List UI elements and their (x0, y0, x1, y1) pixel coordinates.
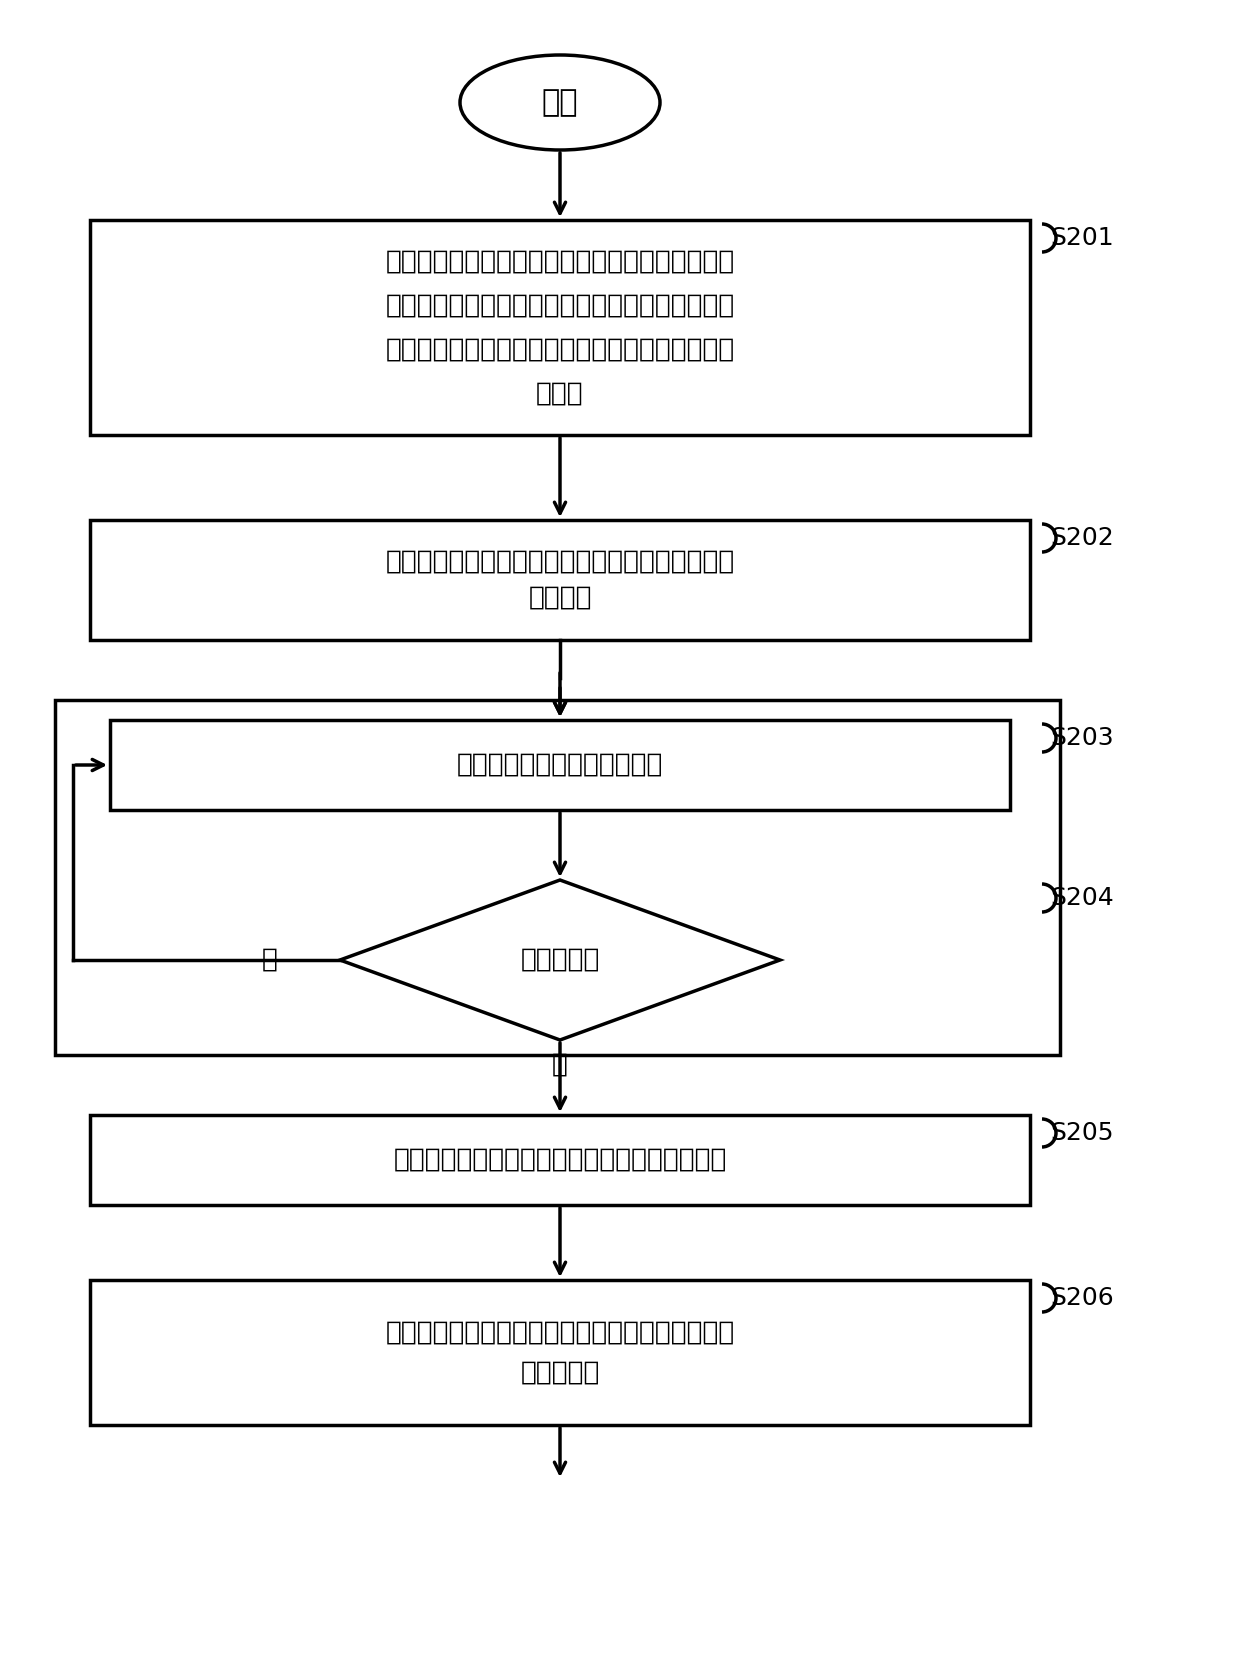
Text: S202: S202 (1050, 526, 1114, 551)
Text: S204: S204 (1050, 886, 1114, 911)
Text: S205: S205 (1050, 1121, 1114, 1145)
FancyBboxPatch shape (91, 519, 1030, 640)
Text: 到初始位置: 到初始位置 (521, 1359, 600, 1385)
Text: 基于运动模式和运动量调整磁场，将平衡端子恢复: 基于运动模式和运动量调整磁场，将平衡端子恢复 (386, 1319, 734, 1345)
FancyBboxPatch shape (110, 720, 1011, 810)
FancyBboxPatch shape (91, 1281, 1030, 1425)
Text: S201: S201 (1050, 226, 1114, 251)
Text: 的平衡: 的平衡 (536, 380, 584, 406)
Text: 基于所述不同确定平衡端子的运动模式和运动量: 基于所述不同确定平衡端子的运动模式和运动量 (393, 1146, 727, 1173)
Text: 否: 否 (262, 947, 278, 972)
Text: 和平衡端子的整体重心，以保持重力与磁场力之间: 和平衡端子的整体重心，以保持重力与磁场力之间 (386, 337, 734, 363)
Polygon shape (340, 879, 780, 1040)
Ellipse shape (460, 55, 660, 149)
Text: 基于光电检测，获得当平衡端子位于初始位置时的: 基于光电检测，获得当平衡端子位于初始位置时的 (386, 549, 734, 576)
Text: 存在不同？: 存在不同？ (521, 947, 600, 972)
Text: 端子的作用力来调整彼此连接的电子设备、连接件: 端子的作用力来调整彼此连接的电子设备、连接件 (386, 292, 734, 319)
FancyBboxPatch shape (55, 700, 1060, 1055)
Text: S203: S203 (1050, 727, 1114, 750)
Text: S206: S206 (1050, 1286, 1114, 1311)
Text: 开始: 开始 (542, 88, 578, 118)
Text: 是: 是 (552, 1052, 568, 1078)
Text: 启动磁场产生装置以产生磁场，并通过磁场对平衡: 启动磁场产生装置以产生磁场，并通过磁场对平衡 (386, 249, 734, 274)
Text: 基于光电检测，获得检测图像: 基于光电检测，获得检测图像 (456, 752, 663, 778)
FancyBboxPatch shape (91, 1115, 1030, 1204)
Text: 初始图像: 初始图像 (528, 586, 591, 611)
FancyBboxPatch shape (91, 221, 1030, 435)
